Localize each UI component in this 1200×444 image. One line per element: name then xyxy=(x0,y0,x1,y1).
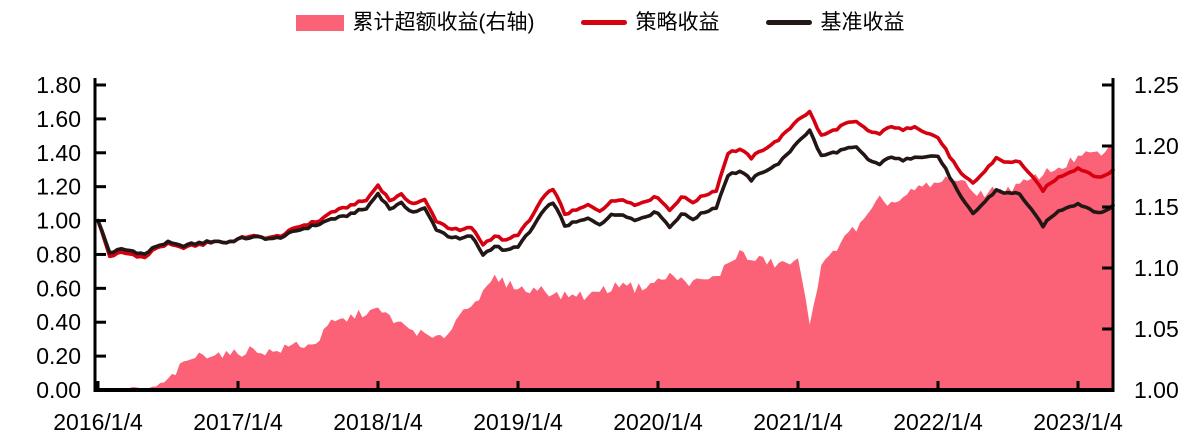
legend-item-benchmark-return: 基准收益 xyxy=(765,11,905,34)
left-axis-tick-label: 1.40 xyxy=(36,140,81,166)
legend: 累计超额收益(右轴) 策略收益 基准收益 xyxy=(0,12,1200,33)
axes xyxy=(93,78,1115,392)
x-axis-tick-label: 2016/1/4 xyxy=(53,409,143,435)
left-axis-tick-label: 0.20 xyxy=(36,343,81,369)
right-axis-tick-label: 1.10 xyxy=(1134,255,1179,281)
x-axis-tick-label: 2022/1/4 xyxy=(893,409,983,435)
left-axis-tick-label: 0.80 xyxy=(36,241,81,267)
legend-label-strategy-return: 策略收益 xyxy=(635,11,720,34)
x-axis-tick-label: 2020/1/4 xyxy=(613,409,703,435)
left-axis-tick-label: 1.80 xyxy=(36,72,81,98)
x-axis-tick-label: 2017/1/4 xyxy=(193,409,283,435)
legend-line-swatch-strategy-icon xyxy=(580,20,627,25)
left-axis-tick-label: 0.40 xyxy=(36,309,81,335)
legend-item-strategy-return: 策略收益 xyxy=(580,11,720,34)
left-axis-tick-label: 0.00 xyxy=(36,377,81,403)
legend-label-benchmark-return: 基准收益 xyxy=(820,11,905,34)
legend-area-swatch-icon xyxy=(295,14,344,31)
excess-return-area-series xyxy=(98,146,1113,390)
right-axis-tick-label: 1.05 xyxy=(1134,316,1179,342)
benchmark-return-line-series xyxy=(96,128,1115,257)
x-axis-tick-label: 2023/1/4 xyxy=(1033,409,1123,435)
left-axis-tick-label: 1.60 xyxy=(36,106,81,132)
left-axis-tick-label: 0.60 xyxy=(36,275,81,301)
left-axis-tick-label: 1.00 xyxy=(36,208,81,234)
legend-label-excess-return: 累计超额收益(右轴) xyxy=(352,11,535,34)
tick-marks xyxy=(95,83,1113,392)
x-axis-tick-label: 2021/1/4 xyxy=(753,409,843,435)
right-axis-tick-label: 1.00 xyxy=(1134,377,1179,403)
right-axis-tick-label: 1.20 xyxy=(1134,133,1179,159)
legend-line-swatch-benchmark-icon xyxy=(765,20,812,25)
left-axis-tick-label: 1.20 xyxy=(36,174,81,200)
right-axis-tick-label: 1.15 xyxy=(1134,194,1179,220)
x-axis-tick-label: 2018/1/4 xyxy=(333,409,423,435)
legend-item-excess-return: 累计超额收益(右轴) xyxy=(295,11,535,34)
tick-labels: 0.00 0.20 0.40 0.60 0.80 1.00 1.20 1.40 1.60 1.80… xyxy=(36,72,1179,435)
x-axis-tick-label: 2019/1/4 xyxy=(473,409,563,435)
right-axis-tick-label: 1.25 xyxy=(1134,72,1179,98)
